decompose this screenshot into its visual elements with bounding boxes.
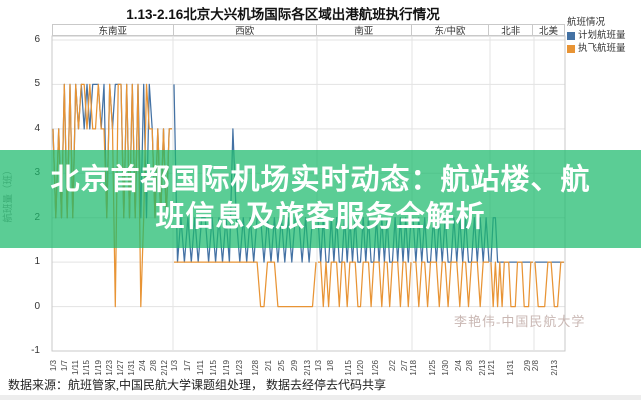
planned-swatch-icon	[567, 31, 575, 40]
x-tick-label: 2/13	[550, 360, 560, 376]
y-tick-label: 6	[34, 34, 40, 45]
executed-series-line	[490, 261, 533, 308]
x-tick-label: 2/5	[277, 360, 287, 372]
region-header: 东/中欧	[412, 25, 490, 37]
bottom-strip	[0, 395, 641, 400]
legend-item-executed: 执飞航班量	[567, 42, 626, 55]
legend-item-label: 计划航班量	[578, 30, 626, 41]
x-tick-label: 2/8	[464, 360, 474, 372]
executed-series-line	[534, 261, 564, 308]
overlay-line-1: 北京首都国际机场实时动态：航站楼、航	[50, 164, 591, 196]
legend-title: 航班情况	[567, 17, 606, 28]
x-tick-label: 1/26	[370, 360, 380, 376]
legend-item-label: 执飞航班量	[578, 43, 626, 54]
legend: 航班情况 计划航班量 执飞航班量	[567, 16, 626, 55]
y-tick-label: 0	[34, 300, 40, 312]
x-tick-label: 2/9	[290, 360, 300, 372]
x-tick-label: 1/3	[314, 360, 323, 372]
source-note: 数据来源：航班管家,中国民航大学课题组处理， 数据去经停去代码共享	[8, 378, 387, 392]
region-header: 南亚	[317, 25, 412, 37]
region-header: 东南亚	[53, 25, 174, 37]
executed-series-line	[174, 261, 317, 308]
x-tick-label: 1/23	[235, 360, 245, 376]
chart-title: 1.13-2.16北京大兴机场国际各区域出港航班执行情况	[126, 7, 440, 22]
x-tick-label: 1/3	[170, 360, 179, 372]
x-tick-label: 1/18	[409, 360, 418, 376]
overlay-line-2: 班信息及旅客服务全解析	[155, 201, 486, 233]
x-tick-label: 2/8	[531, 360, 540, 372]
executed-series-line	[318, 261, 412, 308]
overlay-banner: 北京首都国际机场实时动态：航站楼、航 班信息及旅客服务全解析	[0, 150, 641, 248]
x-tick-label: 1/31	[506, 360, 516, 376]
x-tick-label: 1/7	[183, 360, 193, 372]
x-tick-label: 2/1	[264, 360, 274, 372]
region-header-band: 东南亚 西欧 南亚 东/中欧 北非 北美	[52, 24, 565, 37]
region-header: 北美	[539, 27, 559, 37]
y-tick-label: 1	[34, 256, 40, 268]
executed-swatch-icon	[567, 44, 575, 53]
x-tick-label: 2/2	[387, 360, 397, 372]
legend-item-planned: 计划航班量	[567, 29, 626, 42]
x-tick-label: 1/21	[487, 360, 496, 376]
watermark: 李艳伟-中国民航大学	[454, 314, 586, 329]
region-header: 北非	[489, 25, 534, 37]
y-tick-label: 4	[34, 122, 40, 134]
y-tick-label: -1	[31, 345, 40, 356]
y-tick-label: 5	[34, 78, 40, 90]
region-header: 西欧	[174, 25, 317, 37]
planned-series-line	[490, 217, 533, 263]
x-tick-label: 1/8	[326, 360, 336, 372]
executed-series-line	[413, 261, 489, 308]
